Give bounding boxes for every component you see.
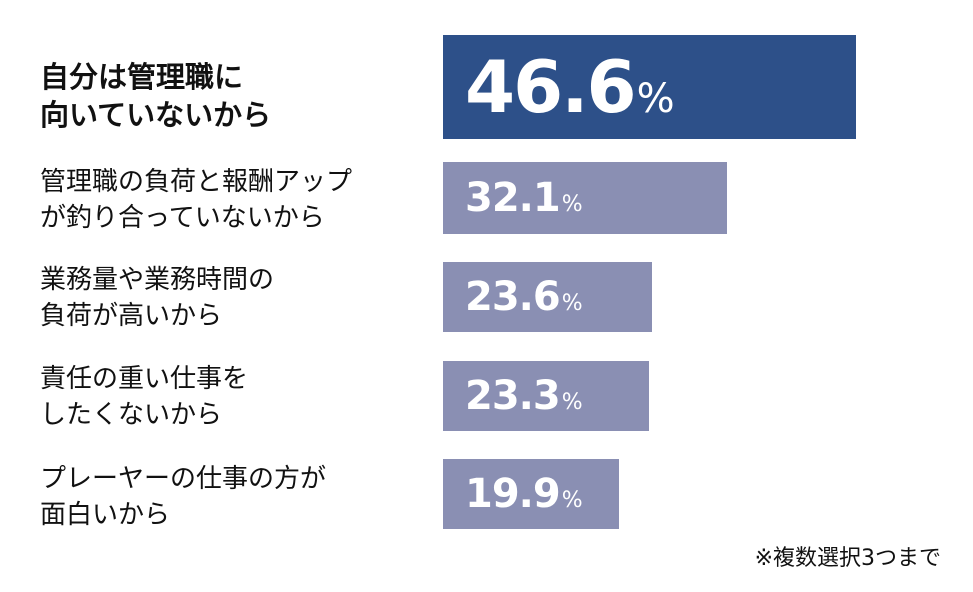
data-label-unit: % bbox=[561, 390, 583, 415]
bar: 46.6% bbox=[443, 35, 856, 139]
bar: 19.9% bbox=[443, 459, 619, 529]
data-label: 23.3% bbox=[465, 373, 583, 419]
bar: 32.1% bbox=[443, 162, 727, 234]
data-label-unit: % bbox=[561, 192, 583, 217]
data-label: 46.6% bbox=[465, 45, 675, 129]
footnote: ※複数選択3つまで bbox=[754, 546, 941, 571]
category-label: 管理職の負荷と報酬アップ が釣り合っていないから bbox=[40, 167, 353, 233]
data-label-value: 32.1 bbox=[465, 175, 561, 221]
data-label: 32.1% bbox=[465, 175, 583, 221]
category-label: 業務量や業務時間の 負荷が高いから bbox=[40, 265, 275, 331]
bar: 23.3% bbox=[443, 361, 649, 431]
category-label: 自分は管理職に 向いていないから bbox=[40, 60, 272, 132]
data-label-unit: % bbox=[561, 291, 583, 316]
data-label-value: 23.6 bbox=[465, 274, 561, 320]
data-label: 23.6% bbox=[465, 274, 583, 320]
data-label-value: 19.9 bbox=[465, 471, 561, 517]
bar: 23.6% bbox=[443, 262, 652, 332]
category-label: プレーヤーの仕事の方が 面白いから bbox=[40, 464, 327, 530]
data-label-unit: % bbox=[636, 76, 675, 122]
category-label: 責任の重い仕事を したくないから bbox=[40, 364, 249, 430]
data-label: 19.9% bbox=[465, 471, 583, 517]
data-label-value: 23.3 bbox=[465, 373, 561, 419]
data-label-unit: % bbox=[561, 488, 583, 513]
data-label-value: 46.6 bbox=[465, 45, 637, 129]
